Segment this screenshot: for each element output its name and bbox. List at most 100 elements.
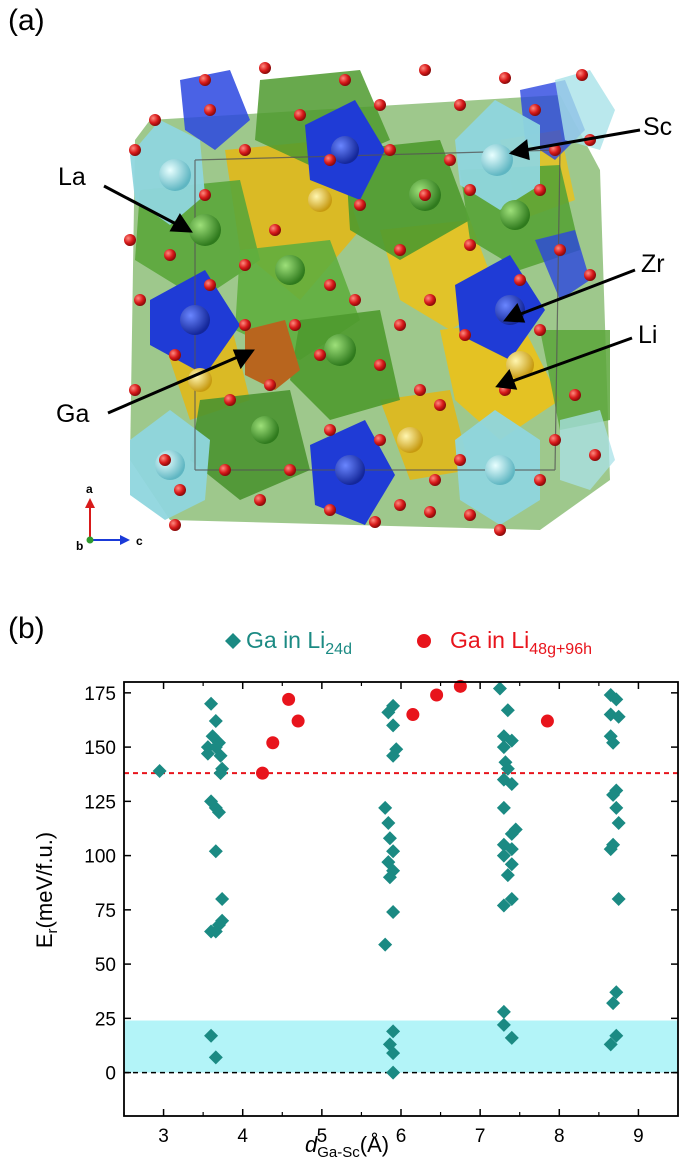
panel-a-label: (a) [8,4,45,37]
data-point-diamond [496,772,511,787]
y-tick-label: 75 [95,901,116,922]
axis-b-label: b [76,539,83,553]
zr-label: Zr [641,250,665,278]
data-point-diamond [504,892,519,906]
data-point-diamond [603,1037,618,1052]
legend-label-48g96h: Ga in Li48g+96h [450,627,592,658]
data-point-diamond [211,735,226,750]
y-tick-label: 100 [84,847,116,868]
y-tick-label: 25 [95,1009,116,1030]
data-point-diamond [496,898,511,913]
data-point-diamond [204,1028,219,1043]
y-tick-label: 125 [84,792,116,813]
data-point-diamond [200,746,215,761]
data-point-diamond [381,816,396,831]
data-point-diamond [496,1017,511,1032]
data-point-diamond [208,714,223,729]
x-tick-label: 4 [237,1126,248,1147]
data-point-circle [453,679,467,693]
data-point-diamond [211,805,226,820]
legend-circle-icon [417,634,431,648]
data-point-diamond [215,892,230,906]
data-point-diamond [504,857,519,872]
data-point-diamond [500,761,515,776]
la-label: La [58,163,86,191]
data-point-diamond [496,800,511,815]
data-point-diamond [496,1004,511,1019]
data-point-diamond [386,748,401,763]
data-point-diamond [496,848,511,863]
data-point-diamond [606,787,621,802]
data-point-diamond [603,842,618,857]
data-point-diamond [381,705,396,720]
axis-a-label: a [86,482,93,496]
data-point-diamond [492,681,507,696]
sc-label: Sc [643,113,672,141]
y-tick-label: 0 [105,1064,116,1085]
data-point-diamond [213,748,228,763]
crystal-structure-illustration: La Sc Zr Li Ga a b c [56,62,672,553]
data-point-diamond [378,937,393,952]
data-point-diamond [609,985,624,1000]
data-point-diamond [386,905,401,920]
series-0 [200,681,626,1080]
y-axis-title: Er(meV/f.u.) [32,832,61,948]
ga-label: Ga [56,400,89,428]
data-point-circle [540,714,554,728]
data-point-diamond [606,735,621,750]
energy-scatter-chart: 3 4 5 6 7 8 9 0 25 50 75 100 125 150 175 Ga in Li24d G… [32,627,679,1161]
data-point-diamond [386,1046,401,1061]
data-point-diamond [603,688,618,703]
data-point-diamond [606,996,621,1011]
data-point-diamond [504,1030,519,1045]
data-point-diamond [611,816,626,831]
data-point-circle [282,692,296,706]
axis-c-label: c [136,534,143,548]
data-point-circle [256,766,269,780]
data-point-circle [406,708,420,722]
annotation-arrows [103,128,641,415]
x-tick-label: 9 [633,1126,644,1147]
data-point-circle [291,714,305,728]
data-point-diamond [204,696,219,711]
data-point-diamond [382,870,397,885]
data-point-diamond [500,703,515,718]
series-2 [152,763,167,778]
data-point-diamond [386,718,401,733]
data-point-diamond [504,826,519,841]
data-point-circle [266,736,280,750]
y-tick-label: 175 [84,684,116,705]
data-point-diamond [500,868,515,883]
x-tick-label: 8 [554,1126,565,1147]
panel-b-label: (b) [8,612,45,645]
li-label: Li [638,321,657,349]
data-point-diamond [386,844,401,859]
data-point-diamond [152,763,167,778]
y-tick-label: 150 [84,738,116,759]
legend: Ga in Li24d Ga in Li48g+96h [225,627,592,658]
data-point-diamond [389,742,404,757]
data-point-diamond [382,831,397,846]
data-point-diamond [208,844,223,859]
data-point-diamond [504,842,519,857]
x-tick-label: 3 [158,1126,169,1147]
x-tick-label: 5 [317,1126,328,1147]
legend-item-48g96h: Ga in Li48g+96h [417,627,592,658]
data-point-diamond [496,740,511,755]
axis-triad: a b c [76,482,143,553]
data-point-diamond [609,1028,624,1043]
x-tick-label: 6 [396,1126,407,1147]
crystal-body [130,70,615,530]
data-point-diamond [611,709,626,724]
data-point-circle [430,688,444,702]
data-point-diamond [386,1024,401,1039]
data-point-diamond [504,733,519,748]
legend-label-24d: Ga in Li24d [246,627,352,658]
data-point-diamond [611,892,626,906]
data-point-diamond [208,924,223,939]
data-point-diamond [211,918,226,933]
legend-item-24d: Ga in Li24d [225,627,352,658]
x-tick-label: 7 [475,1126,486,1147]
data-point-diamond [208,1050,223,1065]
x-axis-title: dGa-Sc(Å) [305,1132,389,1161]
